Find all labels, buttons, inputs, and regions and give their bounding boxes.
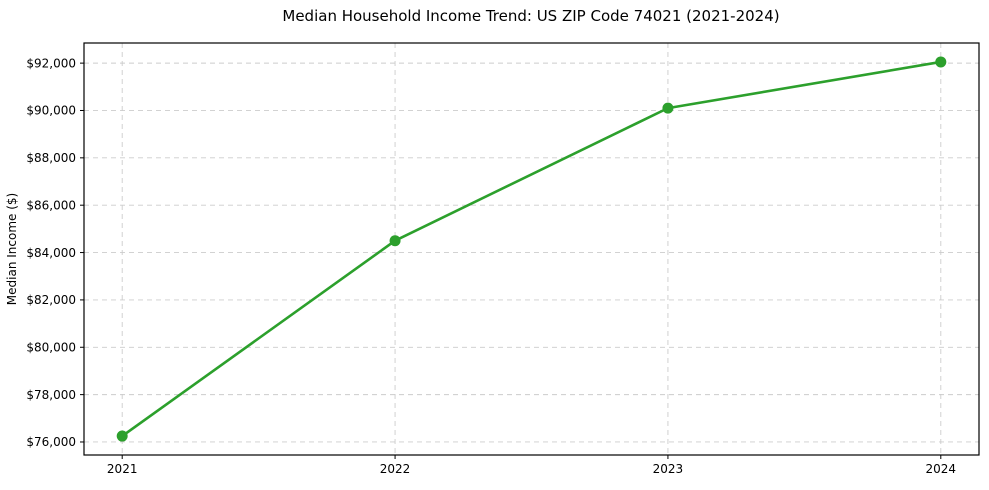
y-tick-label: $86,000: [26, 198, 76, 212]
chart-title: Median Household Income Trend: US ZIP Co…: [282, 7, 779, 25]
y-tick-label: $92,000: [26, 56, 76, 70]
data-point-2024: [935, 56, 947, 68]
trend-line: [120, 60, 943, 438]
plot-border: [83, 42, 980, 456]
y-tick-label: $88,000: [26, 151, 76, 165]
y-tick-label: $80,000: [26, 340, 76, 354]
y-tick-label: $76,000: [26, 435, 76, 449]
data-series: [116, 56, 947, 442]
gridlines: [84, 43, 979, 455]
axes: $76,000 $78,000 $80,000 $82,000 $84,000 $86,0…: [26, 42, 980, 476]
plot-area: [84, 43, 979, 455]
y-tick-label: $90,000: [26, 104, 76, 118]
x-tick-label: 2022: [380, 462, 411, 476]
y-tick-label: $84,000: [26, 246, 76, 260]
data-point-2022: [389, 235, 401, 247]
x-tick-label: 2021: [107, 462, 138, 476]
y-axis-label: Median Income ($): [5, 193, 19, 305]
y-tick-label: $78,000: [26, 388, 76, 402]
x-tick-label: 2024: [926, 462, 957, 476]
data-point-2023: [662, 102, 674, 114]
y-tick-label: $82,000: [26, 293, 76, 307]
data-point-2021: [116, 430, 128, 442]
x-tick-label: 2023: [653, 462, 684, 476]
